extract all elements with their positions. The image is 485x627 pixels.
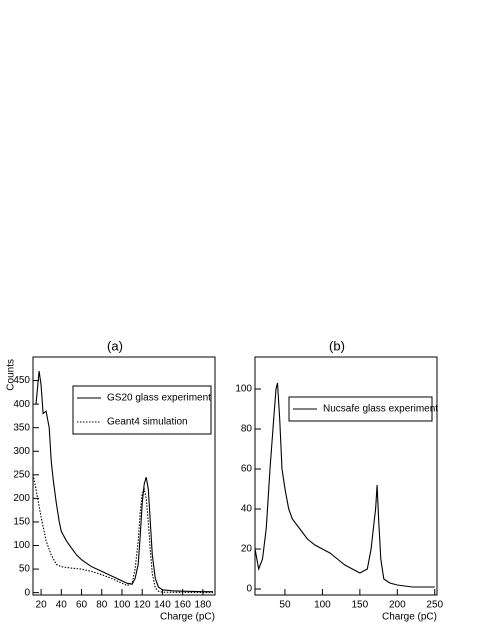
- plot-frame: [254, 356, 438, 596]
- x-tick-label: 160: [174, 600, 191, 611]
- data-line: [32, 474, 214, 594]
- y-tick-label: 250: [13, 469, 30, 480]
- x-tick-label: 180: [195, 600, 212, 611]
- y-tick-label: 350: [13, 422, 30, 433]
- x-tick-label: 250: [426, 600, 443, 611]
- y-tick-label: 200: [13, 493, 30, 504]
- chart-title: (b): [329, 338, 345, 353]
- legend-label: Geant4 simulation: [107, 417, 188, 428]
- x-tick-label: 140: [154, 600, 171, 611]
- legend-label: Nucsafe glass experiment: [323, 404, 438, 415]
- y-tick-label: 80: [241, 424, 253, 435]
- x-tick-label: 60: [76, 600, 88, 611]
- data-line: [254, 382, 435, 588]
- x-axis-label: Charge (pC): [160, 612, 215, 623]
- y-tick-label: 20: [241, 544, 253, 555]
- y-tick-label: 50: [19, 564, 31, 575]
- x-tick-label: 40: [56, 600, 68, 611]
- x-tick-label: 20: [36, 600, 48, 611]
- data-line: [35, 371, 213, 593]
- x-tick-label: 80: [96, 600, 108, 611]
- y-tick-label: 300: [13, 446, 30, 457]
- y-tick-label: 450: [13, 375, 30, 386]
- x-tick-label: 100: [114, 600, 131, 611]
- x-tick-label: 150: [352, 600, 369, 611]
- y-axis-label: Counts: [6, 359, 17, 391]
- y-tick-label: 60: [241, 464, 253, 475]
- x-tick-label: 50: [279, 600, 291, 611]
- x-tick-label: 200: [389, 600, 406, 611]
- x-tick-label: 100: [314, 600, 331, 611]
- y-tick-label: 0: [24, 587, 30, 598]
- y-tick-label: 40: [241, 504, 253, 515]
- x-tick-label: 120: [134, 600, 151, 611]
- y-tick-label: 100: [235, 384, 252, 395]
- legend-label: GS20 glass experiment: [107, 393, 211, 404]
- y-tick-label: 0: [246, 584, 252, 595]
- legend-box: [72, 385, 212, 435]
- y-tick-label: 400: [13, 399, 30, 410]
- y-tick-label: 150: [13, 517, 30, 528]
- chart-title: (a): [107, 338, 123, 353]
- y-tick-label: 100: [13, 540, 30, 551]
- x-axis-label: Charge (pC): [382, 612, 437, 623]
